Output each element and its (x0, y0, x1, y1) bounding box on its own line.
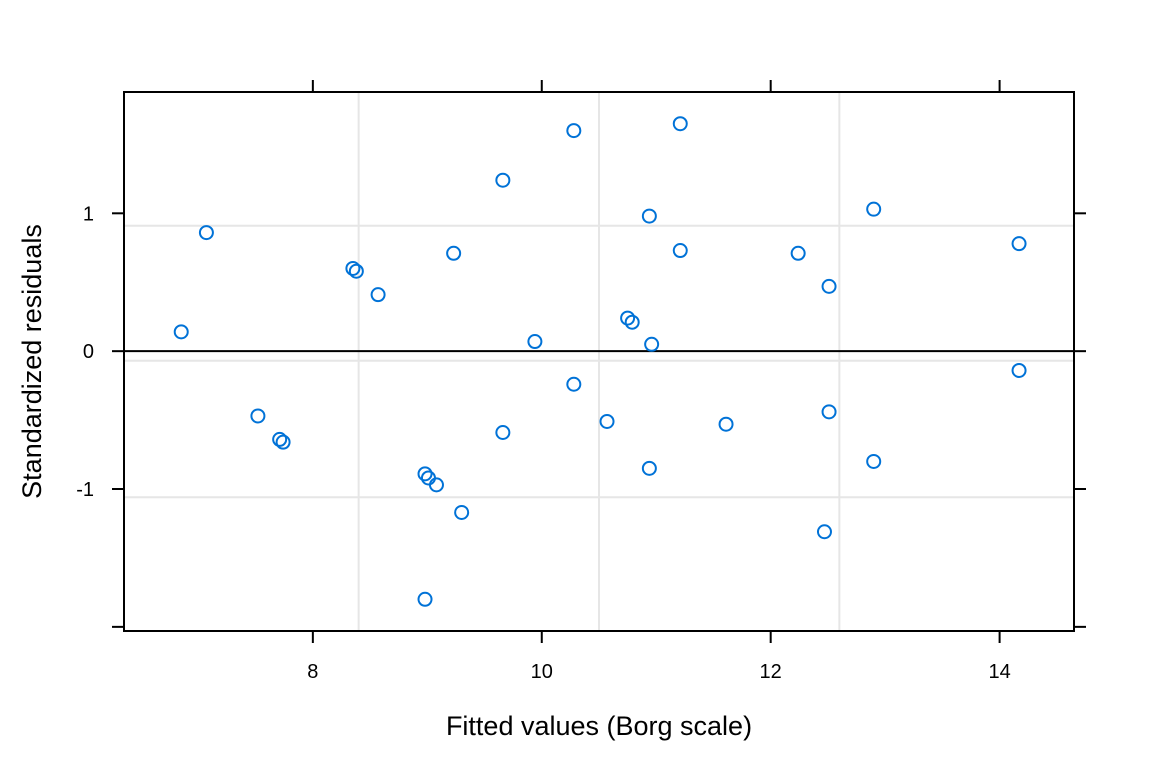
x-tick-label: 10 (531, 661, 553, 683)
data-point (624, 314, 640, 330)
data-point (370, 287, 386, 303)
data-point (816, 524, 832, 540)
data-point (821, 278, 837, 294)
data-point (866, 453, 882, 469)
data-point (417, 466, 433, 482)
data-point (641, 460, 657, 476)
data-point (345, 260, 361, 276)
data-point (866, 201, 882, 217)
data-point (495, 172, 511, 188)
data-point (250, 408, 266, 424)
data-point (417, 591, 433, 607)
data-point (272, 431, 288, 447)
data-point (641, 208, 657, 224)
data-point (454, 504, 470, 520)
data-point (428, 477, 444, 493)
data-point (599, 413, 615, 429)
data-point (821, 404, 837, 420)
data-point (1011, 362, 1027, 378)
data-point (718, 416, 734, 432)
y-tick-label: 0 (83, 341, 94, 363)
axis-tick-labels: 8 10 12 14 -1 0 1 (76, 203, 1011, 683)
data-point (527, 334, 543, 350)
x-tick-label: 8 (307, 661, 318, 683)
grid-lines (124, 92, 1074, 631)
data-point (790, 245, 806, 261)
x-tick-label: 14 (988, 661, 1010, 683)
data-point (644, 336, 660, 352)
data-point (566, 123, 582, 139)
axis-ticks (112, 80, 1086, 643)
data-point (620, 310, 636, 326)
data-point (672, 243, 688, 259)
data-point (446, 245, 462, 261)
data-point (566, 376, 582, 392)
data-point (275, 434, 291, 450)
data-point (198, 225, 214, 241)
y-axis-title: Standardized residuals (17, 224, 47, 499)
data-point (348, 263, 364, 279)
data-point (672, 116, 688, 132)
data-point (1011, 236, 1027, 252)
x-tick-label: 12 (760, 661, 782, 683)
data-point (495, 424, 511, 440)
y-tick-label: -1 (76, 479, 94, 501)
data-point (420, 470, 436, 486)
y-tick-label: 1 (83, 203, 94, 225)
plot-panel-border (123, 91, 1075, 632)
x-axis-title: Fitted values (Borg scale) (446, 711, 752, 741)
data-points (173, 116, 1027, 607)
data-point (173, 324, 189, 340)
